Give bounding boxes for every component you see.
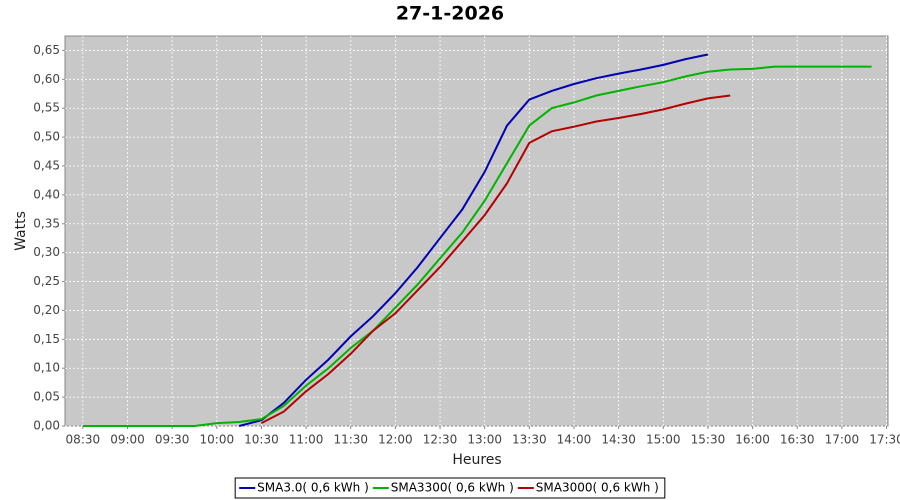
- chart-title: 27-1-2026: [396, 3, 504, 25]
- x-tick-label: 15:00: [646, 433, 681, 447]
- y-tick-label: 0,10: [33, 361, 60, 375]
- y-tick-label: 0,20: [33, 303, 60, 317]
- x-tick-label: 13:00: [467, 433, 502, 447]
- x-tick-label: 09:00: [110, 433, 145, 447]
- legend: SMA3.0( 0,6 kWh ) SMA3300( 0,6 kWh ) SMA30…: [234, 477, 666, 499]
- series-line: [82, 65, 872, 427]
- y-tick-label: 0,60: [33, 72, 60, 86]
- x-tick-label: 16:30: [780, 433, 815, 447]
- x-tick-label: 08:30: [66, 433, 101, 447]
- y-tick-label: 0,40: [33, 187, 60, 201]
- x-tick-label: 13:30: [512, 433, 547, 447]
- x-tick-label: 11:30: [333, 433, 368, 447]
- x-tick-label: 10:30: [244, 433, 279, 447]
- y-axis-title: Watts: [13, 211, 29, 251]
- series-line: [260, 94, 731, 424]
- x-tick-label: 12:00: [378, 433, 413, 447]
- y-tick-label: 0,00: [33, 419, 60, 433]
- x-axis-title: Heures: [452, 452, 501, 468]
- legend-box: [234, 477, 666, 499]
- legend-label: SMA3000( 0,6 kWh ): [536, 481, 659, 495]
- plot-area: [64, 35, 889, 427]
- x-tick-label: 09:30: [155, 433, 190, 447]
- y-tick-label: 0,55: [33, 101, 60, 115]
- x-tick-label: 12:30: [423, 433, 458, 447]
- y-tick-label: 0,15: [33, 332, 60, 346]
- x-tick-label: 17:00: [825, 433, 860, 447]
- y-tick-label: 0,50: [33, 130, 60, 144]
- x-tick-label: 10:00: [200, 433, 235, 447]
- x-tick-label: 14:00: [557, 433, 592, 447]
- x-tick-label: 15:30: [691, 433, 726, 447]
- legend-label: SMA3.0( 0,6 kWh ): [257, 481, 369, 495]
- y-tick-label: 0,45: [33, 159, 60, 173]
- x-tick-label: 16:00: [735, 433, 770, 447]
- y-tick-label: 0,65: [33, 43, 60, 57]
- y-tick-label: 0,25: [33, 274, 60, 288]
- x-tick-label: 14:30: [601, 433, 636, 447]
- y-tick-label: 0,30: [33, 245, 60, 259]
- x-tick-label: 11:00: [289, 433, 324, 447]
- y-tick-label: 0,05: [33, 390, 60, 404]
- series-line: [238, 53, 709, 427]
- x-tick-label: 17:30: [869, 433, 900, 447]
- legend-label: SMA3300( 0,6 kWh ): [391, 481, 514, 495]
- y-tick-label: 0,35: [33, 216, 60, 230]
